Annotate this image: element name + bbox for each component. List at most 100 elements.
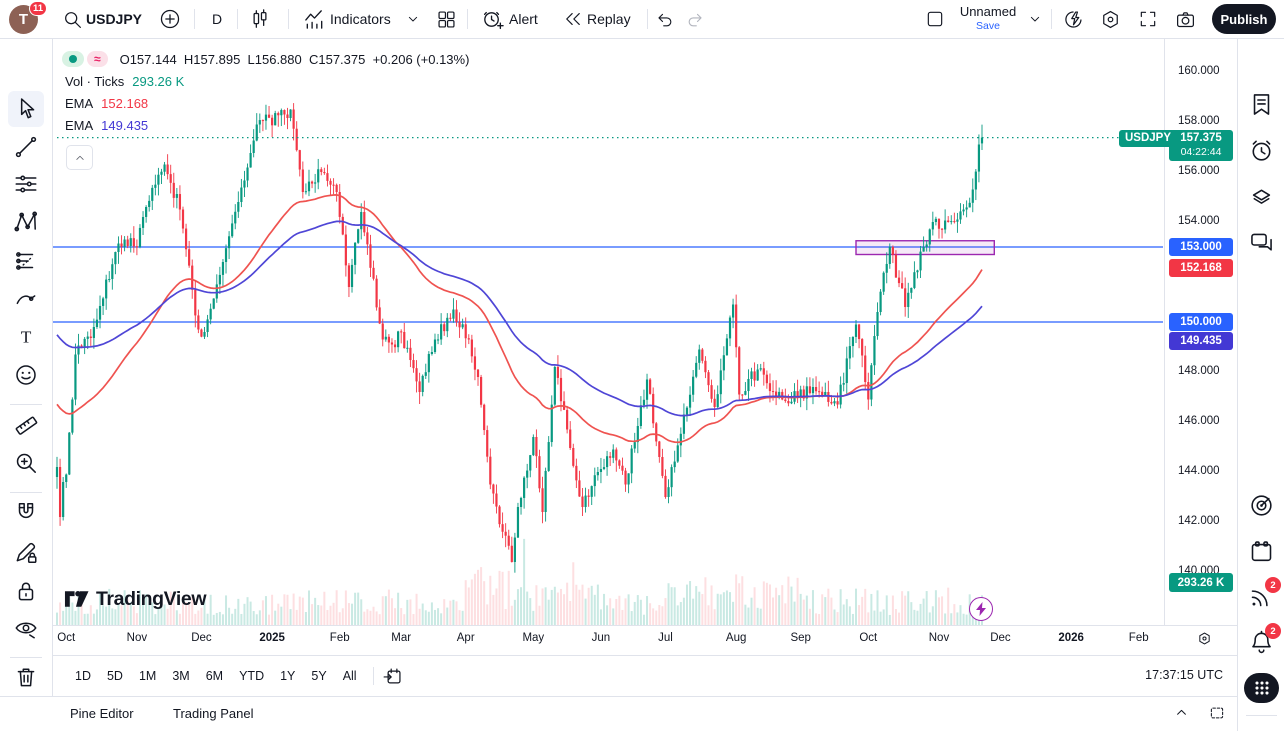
save-button[interactable]: Save — [976, 20, 1000, 32]
tradingview-logo[interactable]: TradingView — [64, 587, 207, 611]
time-axis-settings-icon[interactable] — [1196, 630, 1213, 647]
chart-legend: ≈ O157.144 H157.895 L156.880 C157.375 +0… — [62, 48, 469, 170]
text-tool[interactable]: T — [8, 319, 44, 355]
legend-collapse-button[interactable] — [66, 145, 93, 170]
chat-button[interactable] — [1248, 229, 1275, 256]
price-axis[interactable]: 160.000 158.000 156.000 154.000 148.000 146.0… — [1164, 39, 1237, 625]
trading-panel-button[interactable]: Trading Panel — [173, 706, 254, 721]
redo-button[interactable] — [686, 0, 705, 38]
alerts-button[interactable] — [1248, 137, 1275, 164]
layout-button[interactable] — [925, 0, 945, 38]
time-axis[interactable]: Oct Nov Dec 2025 Feb Mar Apr May Jun Jul Aug Sep Oct… — [53, 625, 1237, 655]
compare-add-icon[interactable] — [159, 0, 181, 38]
range-button-ytd[interactable]: YTD — [239, 669, 265, 683]
approx-data-pill[interactable]: ≈ — [87, 51, 108, 67]
pine-editor-button[interactable]: Pine Editor — [70, 706, 134, 721]
time-tick-feb-2026-02: Feb — [1128, 632, 1149, 644]
range-button-6m[interactable]: 6M — [205, 669, 224, 683]
prediction-tool[interactable] — [8, 243, 44, 279]
layout-chevron-icon[interactable] — [1027, 0, 1043, 38]
streams-button[interactable]: 2 — [1248, 577, 1281, 610]
price-tick-146: 146.000 — [1178, 415, 1220, 427]
fullscreen-icon[interactable] — [1138, 0, 1158, 38]
remove-drawings-tool[interactable] — [8, 659, 44, 695]
tradingview-logo-mark — [64, 591, 89, 607]
undo-button[interactable] — [655, 0, 674, 38]
range-button-5y[interactable]: 5Y — [311, 669, 327, 683]
market-open-dot — [69, 55, 77, 63]
settings-icon[interactable] — [1100, 0, 1121, 38]
volume-row: Vol · Ticks 293.26 K — [65, 70, 469, 92]
scorecards-button[interactable] — [1248, 492, 1275, 519]
lock-drawings-tool[interactable] — [8, 573, 44, 609]
toolbar-divider — [237, 9, 238, 29]
indicator-templates-button[interactable] — [436, 0, 457, 38]
ema-slow-row: EMA 149.435 — [65, 114, 469, 136]
magnet-tool[interactable] — [8, 495, 44, 531]
ema-slow-label: 149.435 — [1169, 332, 1233, 351]
sidebar-divider — [1246, 715, 1277, 716]
symbol-search-button[interactable]: USDJPY — [86, 11, 143, 27]
quick-trade-lightning-button[interactable] — [969, 597, 993, 621]
volume-label: Vol · Ticks — [65, 73, 125, 89]
pattern-tool[interactable] — [8, 204, 44, 240]
notifications-button[interactable]: 2 — [1248, 623, 1281, 656]
quick-actions-icon[interactable] — [1063, 0, 1084, 38]
clock-utc[interactable]: 17:37:15 UTC — [1145, 668, 1223, 682]
go-to-date-button[interactable] — [382, 666, 403, 687]
price-tick-142: 142.000 — [1178, 515, 1220, 527]
indicators-icon[interactable] — [303, 0, 326, 38]
trendline-tool[interactable] — [8, 129, 44, 165]
ohlc-values: O157.144 H157.895 L156.880 C157.375 +0.2… — [119, 51, 470, 67]
time-tick-2026-2026-01: 2026 — [1058, 632, 1084, 644]
chart-style-button[interactable] — [249, 0, 271, 38]
time-tick-mar-2025-03: Mar — [391, 632, 412, 644]
time-tick-feb-2025-02: Feb — [329, 632, 350, 644]
publish-button[interactable]: Publish — [1212, 4, 1276, 34]
alert-button[interactable]: Alert — [509, 11, 538, 27]
price-tick-160: 160.000 — [1178, 65, 1220, 77]
measure-tool[interactable] — [8, 407, 44, 443]
indicators-button[interactable]: Indicators — [330, 11, 391, 27]
object-tree-button[interactable] — [1248, 183, 1275, 210]
time-tick-jun-2025-06: Jun — [591, 632, 611, 644]
price-tick-144: 144.000 — [1178, 465, 1220, 477]
chevron-down-icon[interactable] — [405, 0, 421, 38]
range-button-1y[interactable]: 1Y — [280, 669, 296, 683]
replay-button[interactable]: Replay — [587, 11, 631, 27]
zoom-in-tool[interactable] — [8, 445, 44, 481]
drawing-mode-tool[interactable] — [8, 534, 44, 570]
calendar-button[interactable] — [1248, 538, 1275, 565]
panel-maximize-icon[interactable] — [1208, 704, 1226, 722]
replay-icon[interactable] — [563, 0, 583, 38]
range-button-all[interactable]: All — [342, 669, 357, 683]
fib-lines-tool[interactable] — [8, 166, 44, 202]
legend-main-row: ≈ O157.144 H157.895 L156.880 C157.375 +0… — [62, 48, 469, 70]
snapshot-camera-icon[interactable] — [1175, 0, 1196, 38]
tradingview-logo-text: TradingView — [96, 587, 207, 610]
price-tick-158: 158.000 — [1178, 115, 1220, 127]
hide-drawings-tool[interactable] — [8, 610, 44, 646]
range-button-1d[interactable]: 1D — [75, 669, 91, 683]
cursor-tool[interactable] — [8, 91, 44, 127]
layout-name-save[interactable]: Unnamed Save — [956, 3, 1020, 32]
brush-tool[interactable] — [8, 281, 44, 317]
search-icon[interactable] — [62, 0, 83, 38]
interval-button[interactable]: D — [212, 11, 223, 27]
apps-grid-button[interactable] — [1244, 673, 1279, 703]
market-status-pill[interactable] — [62, 51, 84, 67]
ema-fast-legend-label: EMA — [65, 95, 94, 111]
range-button-1m[interactable]: 1M — [138, 669, 157, 683]
time-tick-oct-2025-10: Oct — [859, 632, 878, 644]
drawing-toolbar: T — [0, 39, 53, 697]
watchlist-button[interactable] — [1248, 91, 1275, 118]
alert-icon[interactable] — [481, 0, 504, 38]
range-button-3m[interactable]: 3M — [172, 669, 190, 683]
range-button-5d[interactable]: 5D — [106, 669, 123, 683]
level-153-label: 153.000 — [1169, 238, 1233, 256]
layout-name[interactable]: Unnamed — [959, 4, 1017, 19]
panel-collapse-chevron-icon[interactable] — [1173, 704, 1190, 721]
emoji-tool[interactable] — [8, 357, 44, 393]
ema-slow-line — [56, 220, 983, 417]
